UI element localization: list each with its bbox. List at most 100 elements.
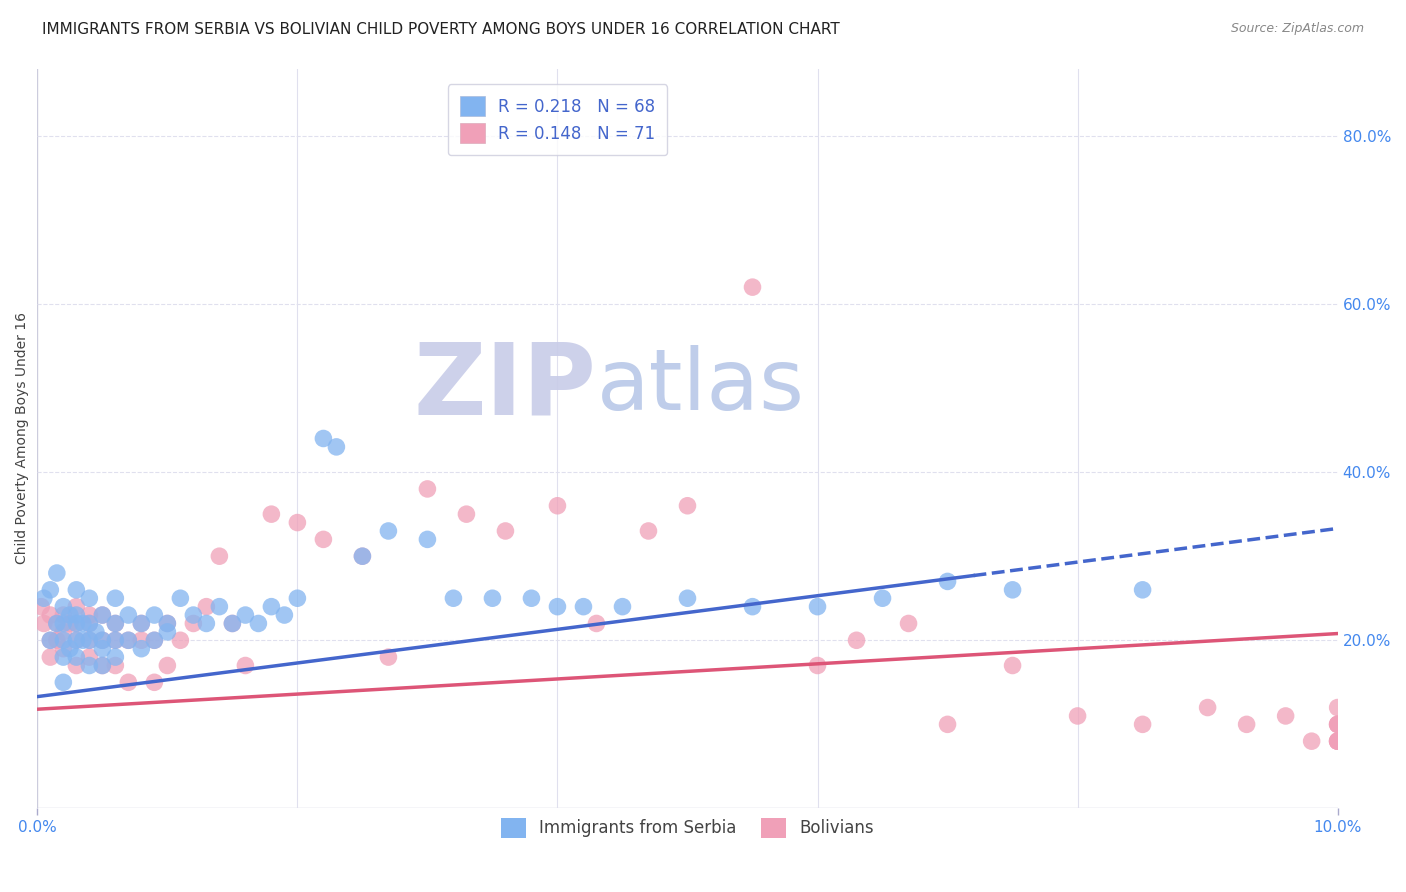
Point	[156, 624, 179, 639]
Point	[79, 591, 101, 606]
Point	[65, 658, 87, 673]
Point	[741, 599, 763, 614]
Point	[416, 482, 439, 496]
Point	[39, 633, 62, 648]
Point	[104, 650, 127, 665]
Point	[377, 650, 399, 665]
Point	[208, 599, 231, 614]
Point	[352, 549, 374, 564]
Point	[235, 608, 257, 623]
Point	[32, 591, 55, 606]
Point	[1326, 734, 1348, 748]
Point	[235, 658, 257, 673]
Point	[39, 633, 62, 648]
Point	[104, 616, 127, 631]
Point	[117, 633, 139, 648]
Point	[45, 633, 67, 648]
Point	[117, 608, 139, 623]
Point	[59, 608, 82, 623]
Point	[377, 524, 399, 538]
Point	[52, 608, 75, 623]
Point	[91, 608, 114, 623]
Point	[806, 599, 828, 614]
Point	[65, 616, 87, 631]
Point	[117, 675, 139, 690]
Point	[84, 624, 107, 639]
Point	[520, 591, 543, 606]
Point	[287, 591, 309, 606]
Point	[156, 658, 179, 673]
Point	[79, 650, 101, 665]
Point	[637, 524, 659, 538]
Text: ZIP: ZIP	[413, 338, 596, 435]
Point	[806, 658, 828, 673]
Point	[183, 616, 205, 631]
Point	[247, 616, 270, 631]
Point	[52, 616, 75, 631]
Point	[104, 591, 127, 606]
Point	[221, 616, 243, 631]
Point	[936, 717, 959, 731]
Point	[91, 608, 114, 623]
Point	[104, 633, 127, 648]
Point	[1326, 734, 1348, 748]
Point	[169, 591, 191, 606]
Point	[52, 633, 75, 648]
Point	[39, 608, 62, 623]
Point	[287, 516, 309, 530]
Point	[52, 641, 75, 656]
Point	[208, 549, 231, 564]
Point	[741, 280, 763, 294]
Point	[1236, 717, 1258, 731]
Point	[131, 641, 153, 656]
Point	[79, 608, 101, 623]
Point	[1274, 709, 1296, 723]
Point	[45, 616, 67, 631]
Point	[1326, 717, 1348, 731]
Point	[1326, 717, 1348, 731]
Point	[59, 616, 82, 631]
Point	[1301, 734, 1323, 748]
Point	[131, 616, 153, 631]
Point	[546, 599, 568, 614]
Point	[52, 624, 75, 639]
Point	[169, 633, 191, 648]
Point	[59, 641, 82, 656]
Point	[1001, 582, 1024, 597]
Point	[572, 599, 595, 614]
Point	[676, 499, 699, 513]
Point	[441, 591, 464, 606]
Point	[52, 675, 75, 690]
Point	[45, 566, 67, 580]
Text: IMMIGRANTS FROM SERBIA VS BOLIVIAN CHILD POVERTY AMONG BOYS UNDER 16 CORRELATION: IMMIGRANTS FROM SERBIA VS BOLIVIAN CHILD…	[42, 22, 839, 37]
Point	[352, 549, 374, 564]
Point	[1001, 658, 1024, 673]
Point	[39, 650, 62, 665]
Point	[936, 574, 959, 589]
Point	[221, 616, 243, 631]
Point	[143, 608, 166, 623]
Point	[143, 633, 166, 648]
Point	[52, 650, 75, 665]
Point	[273, 608, 295, 623]
Point	[79, 616, 101, 631]
Point	[65, 616, 87, 631]
Point	[312, 533, 335, 547]
Point	[104, 658, 127, 673]
Point	[65, 633, 87, 648]
Point	[91, 641, 114, 656]
Y-axis label: Child Poverty Among Boys Under 16: Child Poverty Among Boys Under 16	[15, 312, 30, 565]
Point	[195, 616, 218, 631]
Point	[39, 582, 62, 597]
Point	[845, 633, 868, 648]
Point	[72, 633, 94, 648]
Point	[312, 432, 335, 446]
Point	[104, 633, 127, 648]
Point	[79, 658, 101, 673]
Point	[156, 616, 179, 631]
Point	[481, 591, 503, 606]
Point	[117, 633, 139, 648]
Point	[1066, 709, 1088, 723]
Point	[45, 616, 67, 631]
Point	[143, 633, 166, 648]
